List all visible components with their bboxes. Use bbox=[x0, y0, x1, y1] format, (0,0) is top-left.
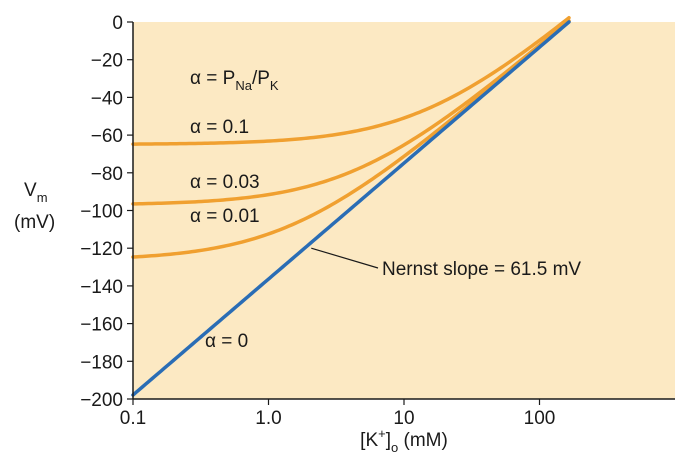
plot-area bbox=[133, 22, 675, 399]
y-tick-label: −20 bbox=[91, 51, 123, 72]
x-tick-label: 100 bbox=[524, 408, 556, 429]
alpha-definition-label: α = PNa/PK bbox=[190, 68, 279, 93]
y-tick-label: −80 bbox=[91, 164, 123, 185]
ticks-group: 0 −20 −40 −60 −80 −100 −120 −140 −160 −180 −2000.1… bbox=[80, 13, 555, 429]
x-tick-label: 0.1 bbox=[120, 408, 146, 429]
alpha-0.03-label: α = 0.03 bbox=[190, 172, 260, 193]
x-tick-label: 10 bbox=[393, 408, 414, 429]
alpha-0.1-label: α = 0.1 bbox=[190, 117, 249, 138]
series-line-alpha-0-1 bbox=[131, 16, 571, 146]
series-line-alpha-0 bbox=[131, 20, 571, 397]
y-tick-label: −180 bbox=[80, 352, 123, 373]
x-axis-label: [K+]o (mM) bbox=[360, 426, 448, 455]
y-tick-label: −120 bbox=[80, 239, 123, 260]
y-axis-unit-label: (mV) bbox=[14, 212, 55, 233]
series-line-alpha-0-03 bbox=[131, 18, 571, 206]
alpha-0-label: α = 0 bbox=[205, 331, 248, 352]
y-tick-label: −100 bbox=[80, 202, 123, 223]
y-tick-label: −140 bbox=[80, 277, 123, 298]
x-tick-label: 1.0 bbox=[255, 408, 281, 429]
y-axis-label: Vm bbox=[24, 180, 48, 205]
y-tick-label: −200 bbox=[80, 390, 123, 411]
y-tick-label: 0 bbox=[112, 13, 123, 34]
y-tick-label: −160 bbox=[80, 315, 123, 336]
alpha-0.01-label: α = 0.01 bbox=[190, 206, 260, 227]
y-tick-label: −60 bbox=[91, 126, 123, 147]
series-group bbox=[131, 16, 571, 397]
nernst-leader-line bbox=[311, 247, 379, 269]
y-tick-label: −40 bbox=[91, 88, 123, 109]
nernst-slope-label: Nernst slope = 61.5 mV bbox=[382, 259, 581, 280]
